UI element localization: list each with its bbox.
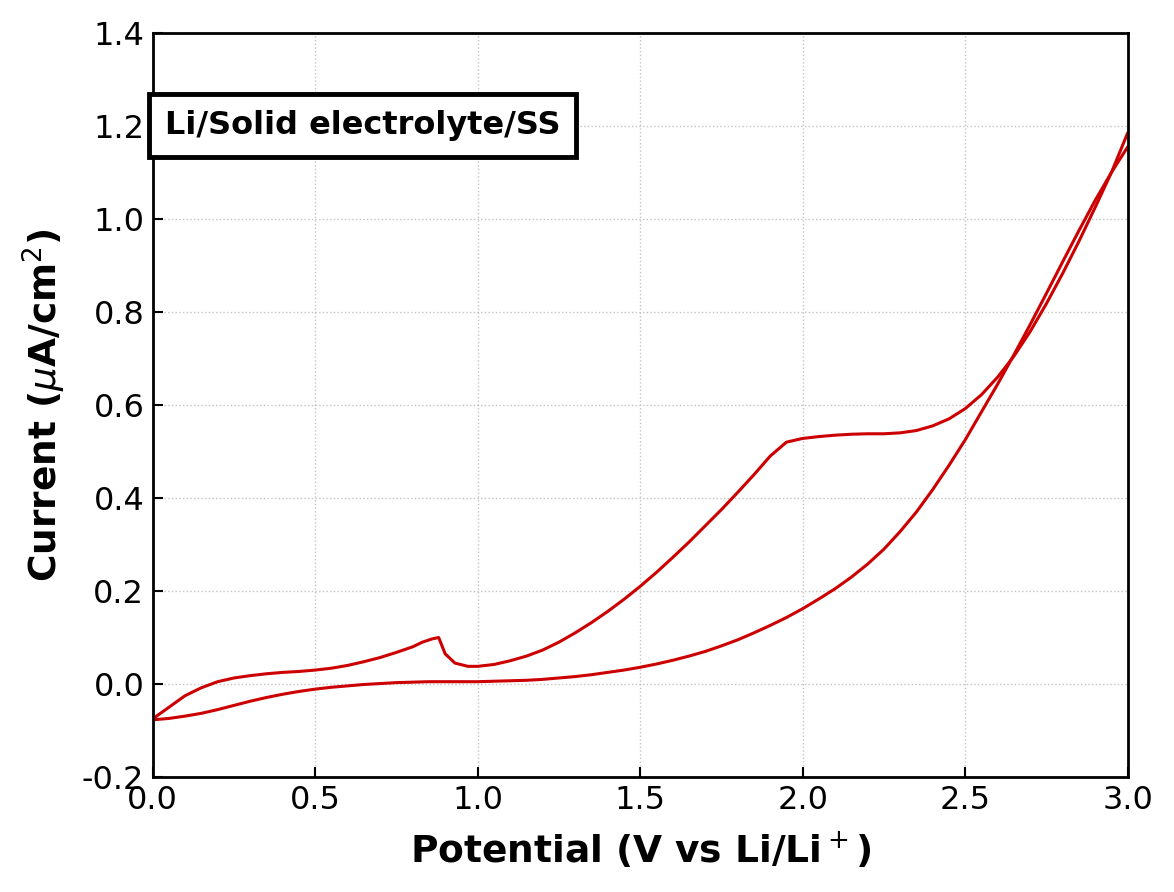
Y-axis label: Current ($\mu$A/cm$^2$): Current ($\mu$A/cm$^2$) bbox=[21, 228, 68, 582]
X-axis label: Potential (V vs Li/Li$^+$): Potential (V vs Li/Li$^+$) bbox=[410, 830, 871, 871]
Text: Li/Solid electrolyte/SS: Li/Solid electrolyte/SS bbox=[164, 111, 560, 141]
